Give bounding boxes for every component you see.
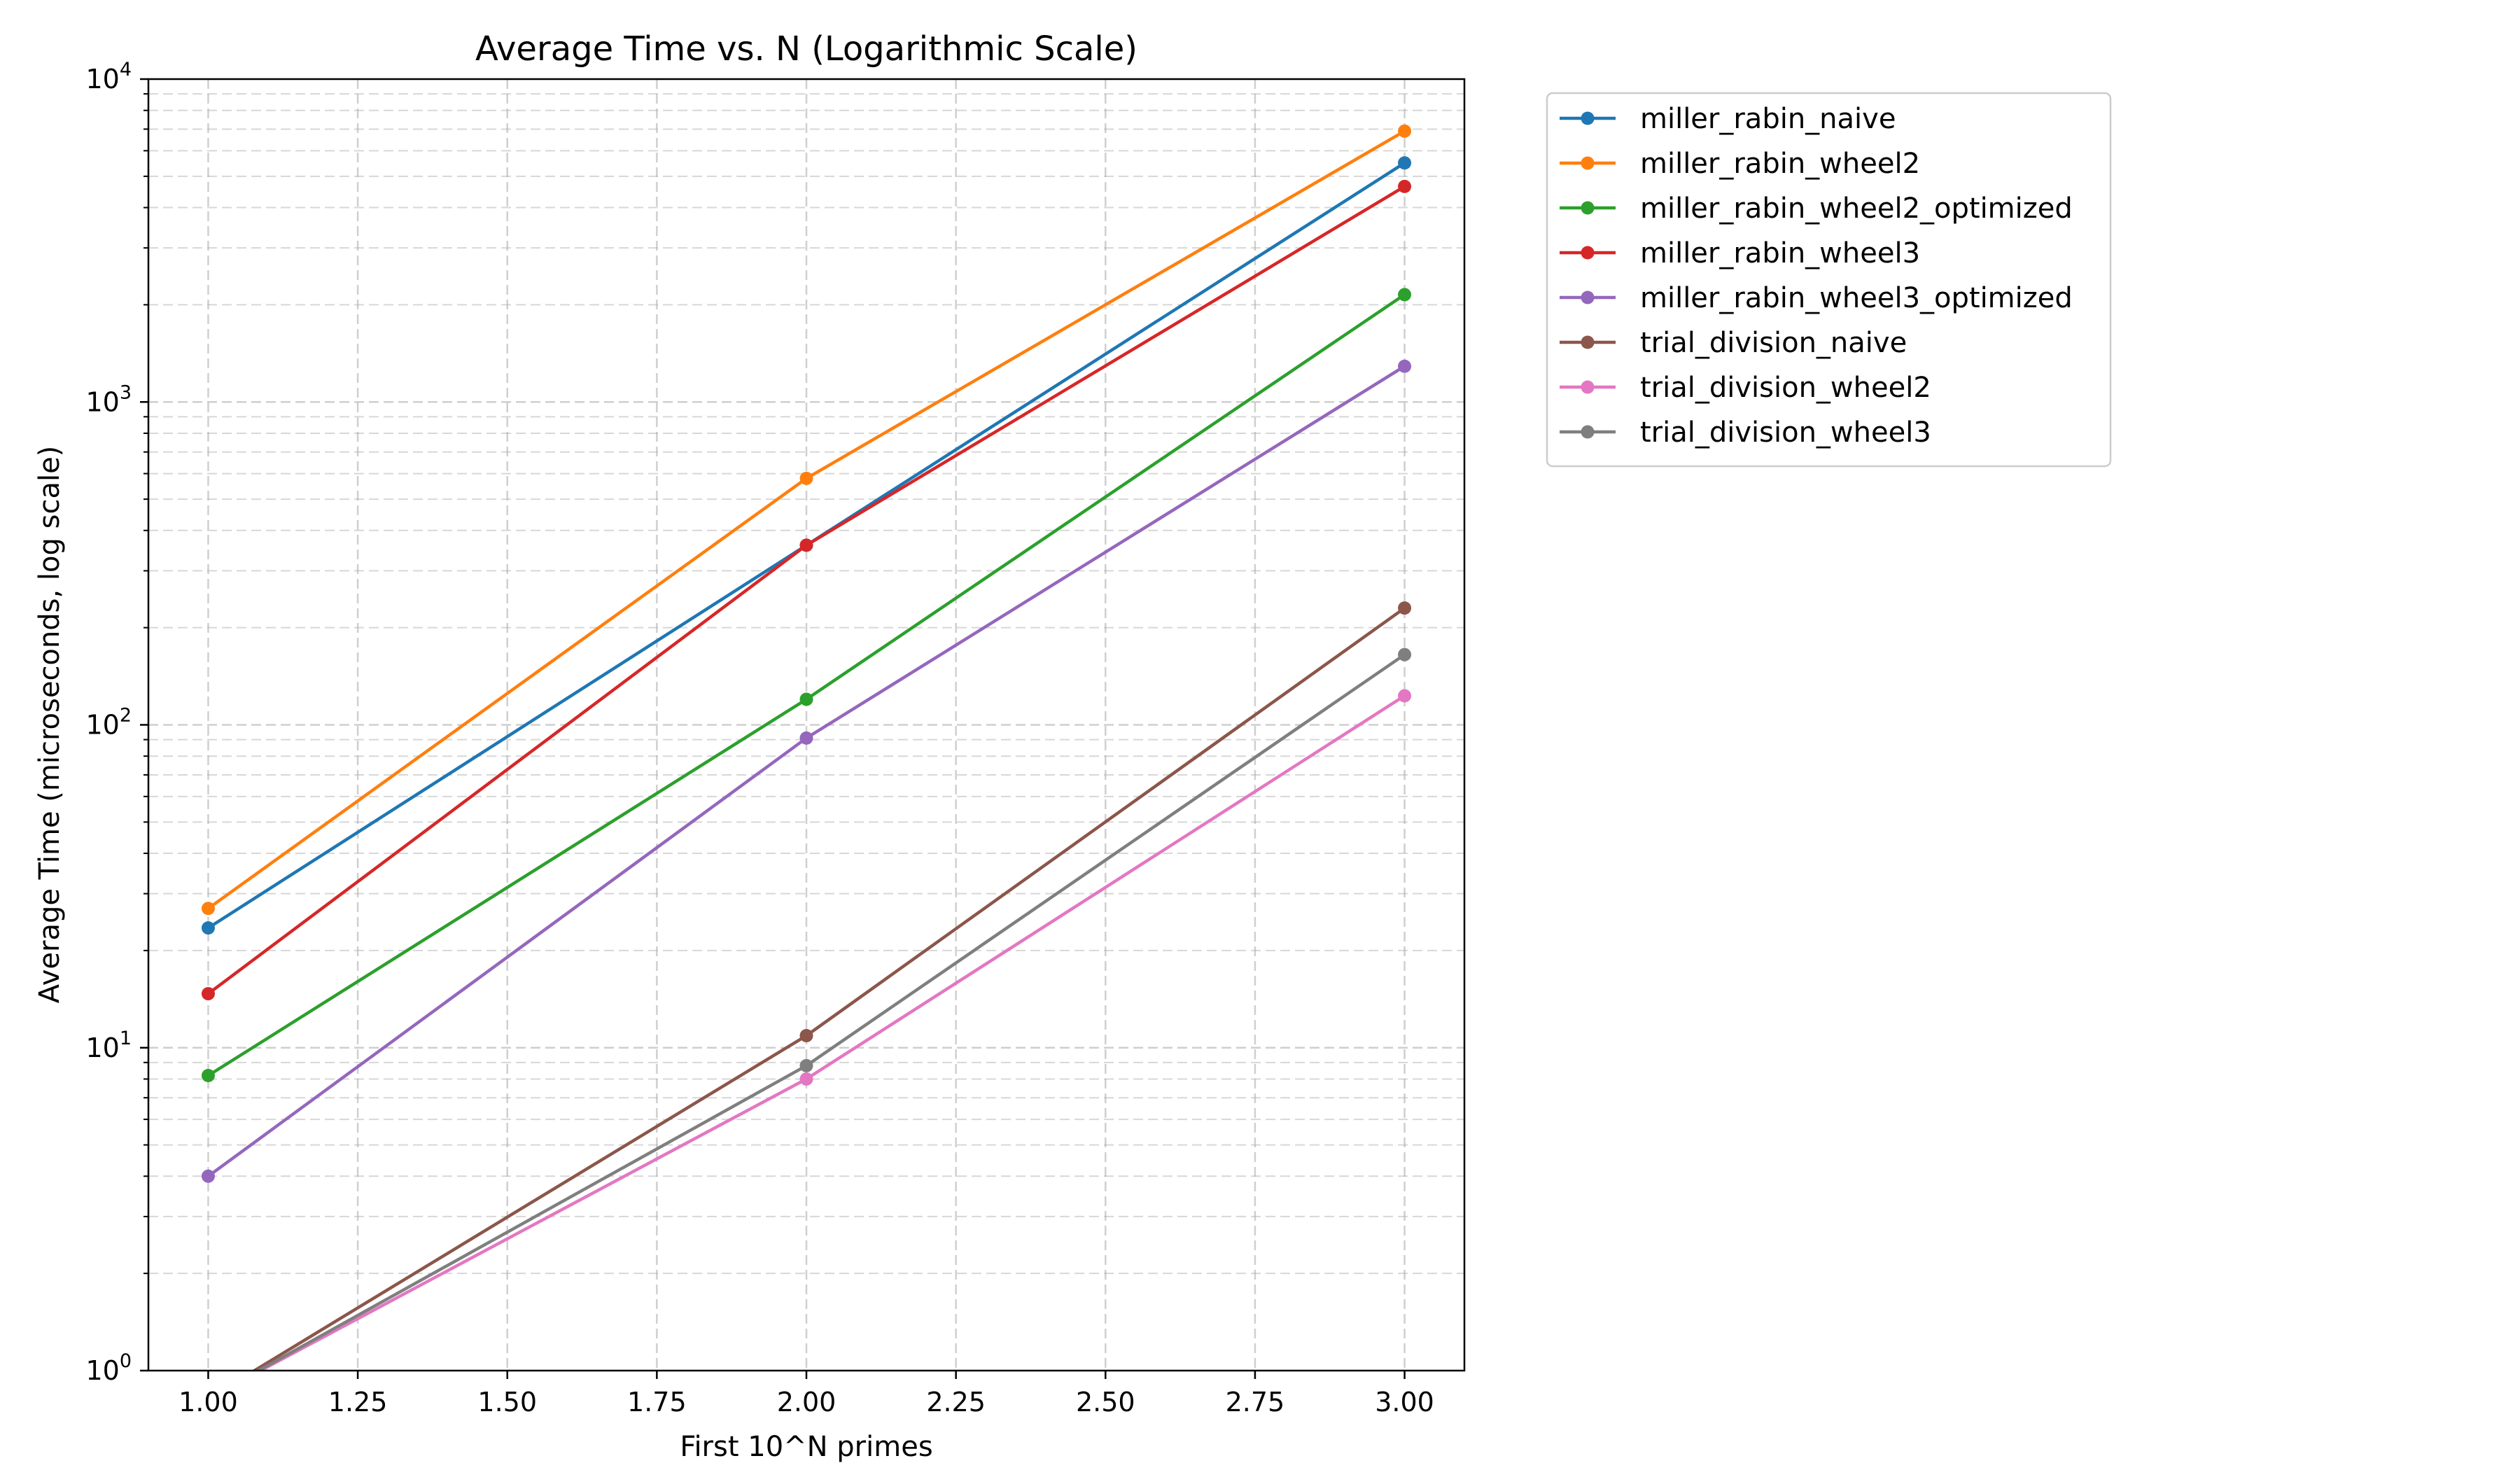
data-point [201,1169,215,1183]
legend-label: trial_division_wheel2 [1640,372,1931,404]
data-point [799,1028,813,1042]
legend-item: miller_rabin_wheel2_optimized [1560,192,2073,225]
x-axis-label: First 10^N primes [680,1431,932,1463]
series-miller_rabin_wheel2_optimized [201,288,1412,1083]
x-tick-label: 1.50 [477,1387,537,1418]
data-point [1398,124,1412,138]
series-group [201,124,1412,1371]
series-trial_division_wheel2 [257,689,1412,1371]
data-point [201,1069,215,1083]
legend-item: miller_rabin_wheel3 [1560,237,1920,270]
x-tick-label: 2.25 [926,1387,986,1418]
data-point [799,1072,813,1086]
legend-swatch-marker [1581,246,1595,260]
data-point [201,921,215,935]
legend-items: miller_rabin_naive miller_rabin_wheel2mil… [1560,103,2073,449]
x-tick-label: 1.00 [178,1387,238,1418]
x-tick-label: 1.25 [328,1387,388,1418]
legend-frame [1546,92,2112,468]
legend-swatch-marker [1581,111,1595,125]
data-point [799,731,813,745]
x-tick-label: 2.50 [1076,1387,1135,1418]
legend-item: trial_division_wheel3 [1560,416,1931,449]
legend: miller_rabin_naive miller_rabin_wheel2mil… [1546,92,2112,468]
data-point [1398,156,1412,170]
legend-label: trial_division_wheel3 [1640,416,1931,449]
legend-label: miller_rabin_wheel2 [1640,148,1920,180]
series-trial_division_wheel3 [255,648,1412,1371]
data-point [1398,359,1412,373]
legend-item: miller_rabin_wheel3_optimized [1560,282,2073,314]
x-tick-label: 3.00 [1375,1387,1434,1418]
x-tick-label: 2.75 [1226,1387,1285,1418]
legend-swatch-marker [1581,380,1595,394]
data-point [1398,179,1412,193]
chart-title: Average Time vs. N (Logarithmic Scale) [475,29,1138,69]
data-point [799,471,813,485]
x-tick-label: 2.00 [777,1387,836,1418]
series-miller_rabin_wheel2 [201,124,1412,916]
legend-item: miller_rabin_wheel2 [1560,148,1920,180]
x-axis-ticks: 1.00 1.25 1.50 1.75 2.00 2.25 2.50 2.75 3.00 [178,1371,1434,1418]
data-point [201,987,215,1001]
data-point [799,538,813,552]
y-tick-label: 104 [85,59,132,94]
legend-item: trial_division_wheel2 [1560,372,1931,404]
y-tick-label: 103 [85,382,132,417]
legend-swatch-marker [1581,335,1595,349]
y-tick-label: 101 [85,1028,132,1063]
data-point [1398,601,1412,615]
legend-item: trial_division_naive [1560,327,1907,359]
series-trial_division_naive [251,601,1412,1371]
y-axis-ticks: 100 101 102 103 104 [85,59,148,1386]
data-point [799,1058,813,1072]
legend-label: miller_rabin_wheel3_optimized [1640,282,2073,314]
y-tick-label: 100 [85,1350,132,1386]
legend-swatch-marker [1581,156,1595,170]
grid-lines [148,79,1464,1371]
y-axis-label: Average Time (microseconds, log scale) [34,446,66,1004]
legend-label: miller_rabin_wheel3 [1640,237,1920,270]
data-point [1398,648,1412,662]
legend-swatch-marker [1581,201,1595,215]
legend-swatch-marker [1581,425,1595,439]
data-point [799,692,813,706]
legend-label: trial_division_naive [1640,327,1907,359]
data-point [1398,689,1412,703]
data-point [201,902,215,916]
data-point [1398,288,1412,302]
y-tick-label: 102 [85,705,132,741]
x-tick-label: 1.75 [627,1387,687,1418]
legend-label: miller_rabin_wheel2_optimized [1640,192,2073,225]
legend-item: miller_rabin_naive [1560,103,1896,135]
series-miller_rabin_wheel3 [201,179,1412,1001]
series-miller_rabin_wheel3_optimized [201,359,1412,1183]
legend-label: miller_rabin_naive [1640,103,1896,135]
legend-swatch-marker [1581,290,1595,304]
